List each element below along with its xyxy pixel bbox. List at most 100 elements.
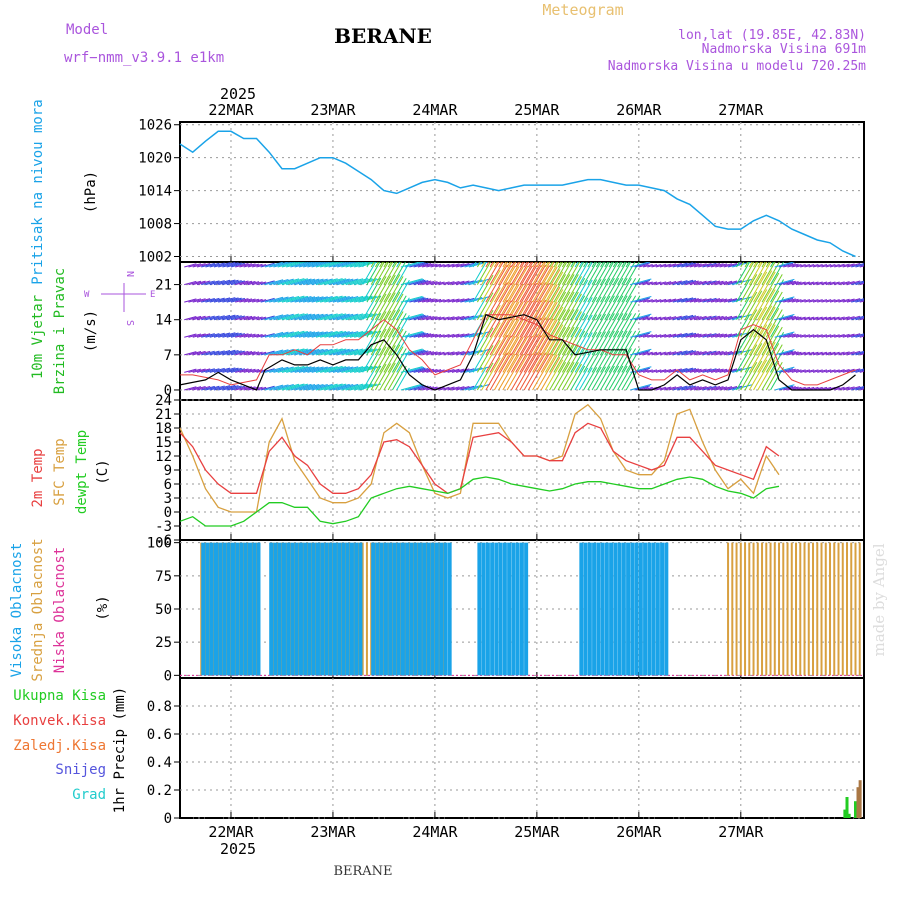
wind-arrow [527,353,550,391]
cloud-high-bar [298,542,303,676]
wind-arrow [443,281,455,286]
wind-arrow [290,383,312,391]
wind-arrow [379,327,396,356]
wind-arrow [681,350,697,356]
wind-arrow [706,333,721,338]
wind-arrow [595,278,611,303]
wind-arrow [218,384,236,391]
wind-arrow [536,301,558,338]
wind-arrow [294,262,316,268]
wind-arrow [434,263,445,268]
wind-arrow [391,262,407,285]
wind-arrow [222,314,239,321]
wind-arrow [192,263,206,268]
wind-arrow [600,295,615,320]
wind-arrow [252,369,263,373]
wind-arrow [391,365,407,391]
top-date-labels: 22MAR 23MAR 24MAR 25MAR 26MAR 27MAR [208,101,764,119]
wind-arrow [510,353,533,391]
wind-arrow [744,308,763,338]
wind-arrow [851,315,864,321]
wind-arrow [260,280,275,286]
wind-arrow [774,349,795,356]
wind-arrow [574,367,589,391]
wind-arrow [787,368,799,373]
wind-arrow [489,265,512,303]
wind-arrow [834,316,845,321]
wind-arrow [642,299,653,303]
wind-arrow [698,350,712,356]
wind-arrow [281,313,305,321]
wind-arrow [765,262,770,268]
wind-arrow [413,350,429,356]
wind-arrow [748,289,768,320]
wind-arrow [825,281,836,286]
wind-arrow [370,293,387,320]
wind-arrow [337,331,359,338]
wind-arrow [506,301,529,338]
wind-arrow [443,351,455,356]
cloud-high-bar [417,542,422,676]
wind-arrow [337,348,359,356]
wind-arrow [578,332,593,356]
pressure-ytick-label: 1020 [138,151,172,167]
wind-arrow [374,328,392,356]
wind-arrow [362,332,376,356]
wind-arrow [710,315,724,321]
wind-arrow [489,282,512,320]
wind-arrow [332,366,354,373]
wind-arrow [570,262,575,268]
wind-arrow [218,279,236,286]
cloud-high-bar [294,542,299,676]
wind-arrow [320,278,343,286]
wind-arrow [638,351,649,356]
wind-arrow [209,385,225,391]
precip-ytick-label: 0.8 [147,699,172,715]
wind-arrow [481,287,501,320]
wind-arrow [765,309,783,338]
wind-arrow [549,309,567,338]
wind-arrow [294,313,316,321]
wind-arrow [519,317,542,356]
wind-arrow [774,366,795,373]
wind-arrow [422,280,435,286]
precip-legend-freezing: Zaledj.Kisa [13,738,106,754]
wind-arrow [851,368,864,373]
wind-arrow [184,386,197,391]
wind-arrow [710,368,724,373]
wind-arrow [349,348,373,356]
wind-arrow [617,295,632,320]
cloud-high-bar [490,542,495,676]
wind-arrow [561,291,579,320]
wind-arrow [693,386,707,391]
wind-arrow [472,279,487,303]
wind-arrow [349,295,373,303]
cloud-high-bar [213,542,218,676]
wind-arrow [591,296,606,320]
wind-arrow [290,331,312,338]
wind-arrow [307,313,328,321]
wind-arrow [201,298,215,303]
wind-arrow [201,368,215,373]
wind-arrow [685,298,699,303]
wind-arrow [672,385,688,391]
wind-arrow [485,317,508,356]
wind-arrow [405,262,425,268]
bottom-date-label: 27MAR [718,823,764,841]
wind-arrow [583,262,598,285]
wind-arrow [417,333,432,338]
wind-arrow [647,299,658,303]
cloud-high-bar [396,542,401,676]
precip-rain-bar [843,809,847,818]
wind-arrow [409,350,426,356]
wind-arrow [719,280,733,286]
wind-arrow [770,262,775,268]
wind-arrow [566,262,571,268]
wind-arrow [383,344,401,373]
wind-arrow [715,263,728,268]
bottom-date-label: 25MAR [514,823,560,841]
wind-arrow [184,351,197,356]
wind-arrow [374,275,392,303]
wind-arrow [294,296,316,303]
wind-arrow [587,349,602,373]
